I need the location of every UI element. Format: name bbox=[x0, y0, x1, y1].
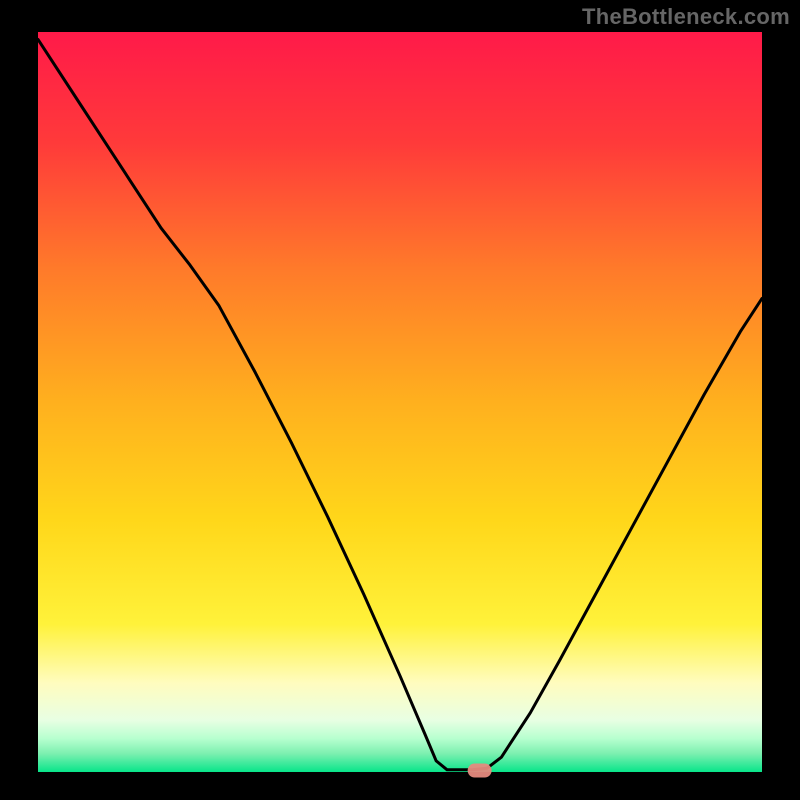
plot-area bbox=[38, 32, 762, 772]
chart-canvas bbox=[0, 0, 800, 800]
optimal-marker bbox=[468, 764, 492, 778]
watermark-text: TheBottleneck.com bbox=[582, 4, 790, 30]
bottleneck-chart: TheBottleneck.com bbox=[0, 0, 800, 800]
